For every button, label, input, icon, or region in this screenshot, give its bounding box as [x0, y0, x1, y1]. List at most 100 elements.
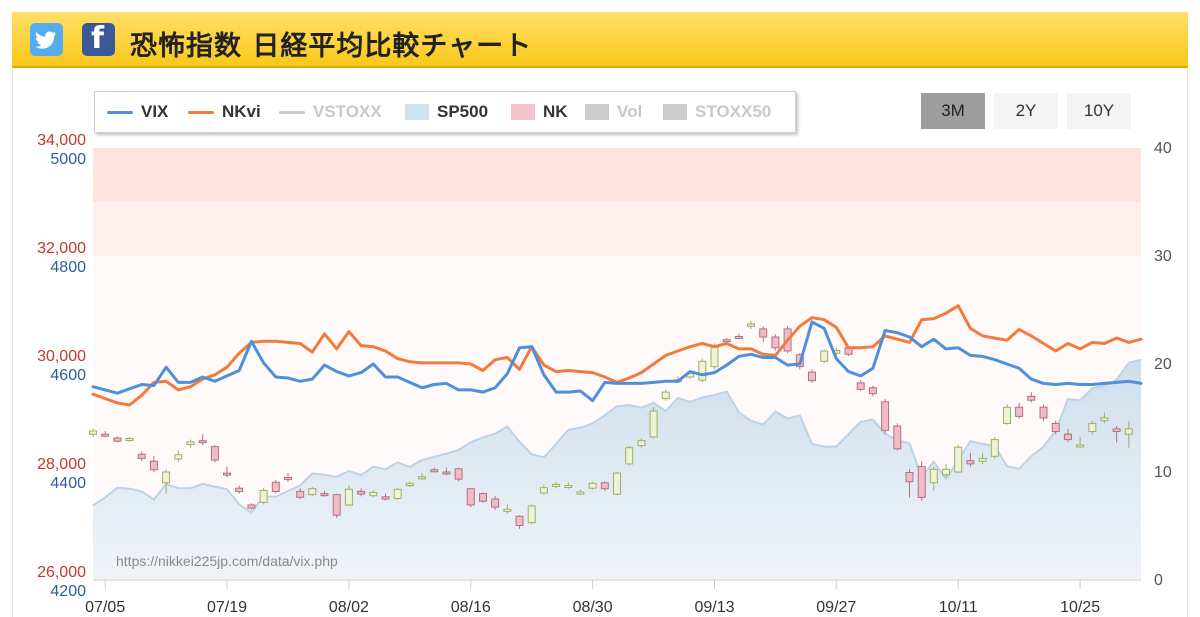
legend-label-vstoxx: VSTOXX — [313, 102, 382, 121]
sp500-axis-tick-label: 4400 — [50, 475, 86, 492]
nk-candle-body — [296, 490, 305, 498]
range-button-2y[interactable]: 2Y — [994, 93, 1058, 129]
nk-candle-body — [1124, 428, 1133, 435]
nk-candle-body — [881, 401, 890, 431]
chart-frame — [12, 70, 1188, 617]
nk-axis-tick-label: 28,000 — [37, 456, 86, 473]
nk-candle-body — [101, 433, 110, 437]
nk-candle-body — [527, 505, 536, 524]
nk-candle-body — [954, 446, 963, 473]
x-axis-tick-label: 09/13 — [694, 599, 734, 616]
chart-legend: VIX NKvi VSTOXX SP500 NK Vol STOXX50 — [94, 91, 796, 133]
legend-swatch-vix — [107, 110, 133, 114]
nk-candle-body — [1076, 444, 1085, 448]
legend-swatch-vol — [585, 104, 609, 120]
nk-candle-body — [625, 447, 634, 465]
nk-candle-body — [759, 328, 768, 338]
nk-candle-body — [600, 482, 609, 490]
sp500-axis-tick-label: 4800 — [50, 259, 86, 276]
range-button-3m[interactable]: 3M — [921, 93, 985, 129]
legend-label-nkvi: NKvi — [222, 102, 261, 121]
nk-candle-body — [1039, 406, 1048, 419]
legend-item-nkvi[interactable]: NKvi — [188, 92, 261, 132]
nk-candle-body — [722, 339, 731, 343]
twitter-share-button[interactable] — [30, 23, 63, 56]
x-axis-tick-label: 08/30 — [573, 599, 613, 616]
nk-candle-body — [454, 468, 463, 480]
legend-swatch-nk — [511, 104, 535, 120]
nk-candle-body — [186, 441, 195, 445]
legend-item-vol[interactable]: Vol — [585, 92, 642, 132]
range-button-10y[interactable]: 10Y — [1067, 93, 1131, 129]
nk-candle-body — [917, 466, 926, 498]
nk-candle-body — [1112, 428, 1121, 432]
legend-swatch-vstoxx — [279, 110, 305, 114]
background-band — [93, 202, 1141, 256]
nk-candle-body — [430, 469, 439, 473]
background-band — [93, 148, 1141, 202]
nk-candle-body — [637, 440, 646, 447]
nk-candle-body — [929, 468, 938, 484]
nk-candle-body — [1051, 422, 1060, 432]
x-axis-tick-label: 07/05 — [85, 599, 125, 616]
facebook-share-button[interactable]: f — [82, 21, 115, 56]
nk-candle-body — [808, 371, 816, 382]
volatility-axis-tick-label: 40 — [1154, 140, 1172, 157]
nk-candle-body — [503, 508, 512, 512]
x-axis-tick-label: 10/11 — [939, 599, 978, 616]
nk-candle-body — [149, 460, 158, 471]
legend-label-vol: Vol — [617, 102, 643, 121]
legend-item-nk[interactable]: NK — [511, 92, 568, 132]
nk-candle-body — [308, 488, 317, 496]
nk-candle-body — [552, 483, 561, 487]
nk-candle-body — [613, 472, 621, 495]
nk-candle-body — [564, 485, 573, 488]
nk-candle-body — [820, 350, 829, 362]
nk-candle-body — [332, 494, 341, 516]
sp500-axis-tick-label: 4600 — [50, 367, 86, 384]
nk-candle-body — [698, 360, 707, 381]
nk-candle-body — [1088, 422, 1097, 432]
nk-candle-body — [942, 468, 950, 476]
nk-axis-tick-label: 34,000 — [37, 132, 86, 149]
nk-candle-body — [661, 391, 670, 400]
nk-candle-body — [747, 323, 755, 327]
nk-candle-body — [405, 482, 414, 486]
nk-candle-body — [247, 504, 256, 509]
nk-candle-body — [162, 471, 171, 484]
nk-candle-body — [479, 493, 487, 502]
nk-candle-body — [1063, 433, 1072, 441]
volatility-axis-tick-label: 0 — [1154, 572, 1163, 589]
legend-swatch-stoxx50 — [663, 104, 687, 120]
nk-candle-body — [1100, 417, 1109, 422]
nk-candle-body — [210, 446, 219, 461]
nk-candle-body — [966, 460, 975, 465]
nk-candle-body — [442, 471, 451, 475]
nk-candle-body — [710, 345, 719, 368]
nk-candle-body — [893, 425, 902, 450]
legend-item-vstoxx[interactable]: VSTOXX — [279, 92, 382, 132]
nk-candle-body — [649, 410, 658, 438]
legend-item-sp500[interactable]: SP500 — [405, 92, 488, 132]
nk-candle-body — [905, 472, 914, 483]
vix-line — [91, 320, 1143, 403]
nk-candle-body — [235, 487, 244, 492]
nk-axis-tick-label: 30,000 — [37, 348, 86, 365]
nk-candle-body — [125, 438, 134, 441]
sp500-area — [93, 359, 1141, 580]
nk-candle-body — [576, 491, 585, 495]
nk-candle-body — [381, 496, 390, 500]
legend-item-stoxx50[interactable]: STOXX50 — [663, 92, 771, 132]
nk-candle-body — [588, 482, 597, 489]
nk-candle-body — [539, 487, 548, 494]
legend-swatch-sp500 — [405, 104, 429, 120]
page-header: f 恐怖指数 日経平均比較チャート — [12, 12, 1188, 68]
nk-candle-body — [137, 453, 146, 460]
sp500-line — [92, 358, 1142, 514]
nk-axis-tick-label: 32,000 — [37, 240, 86, 257]
legend-item-vix[interactable]: VIX — [107, 92, 168, 132]
nk-candle-body — [734, 336, 743, 339]
nk-candle-body — [990, 439, 999, 457]
nk-candle-body — [771, 336, 780, 349]
